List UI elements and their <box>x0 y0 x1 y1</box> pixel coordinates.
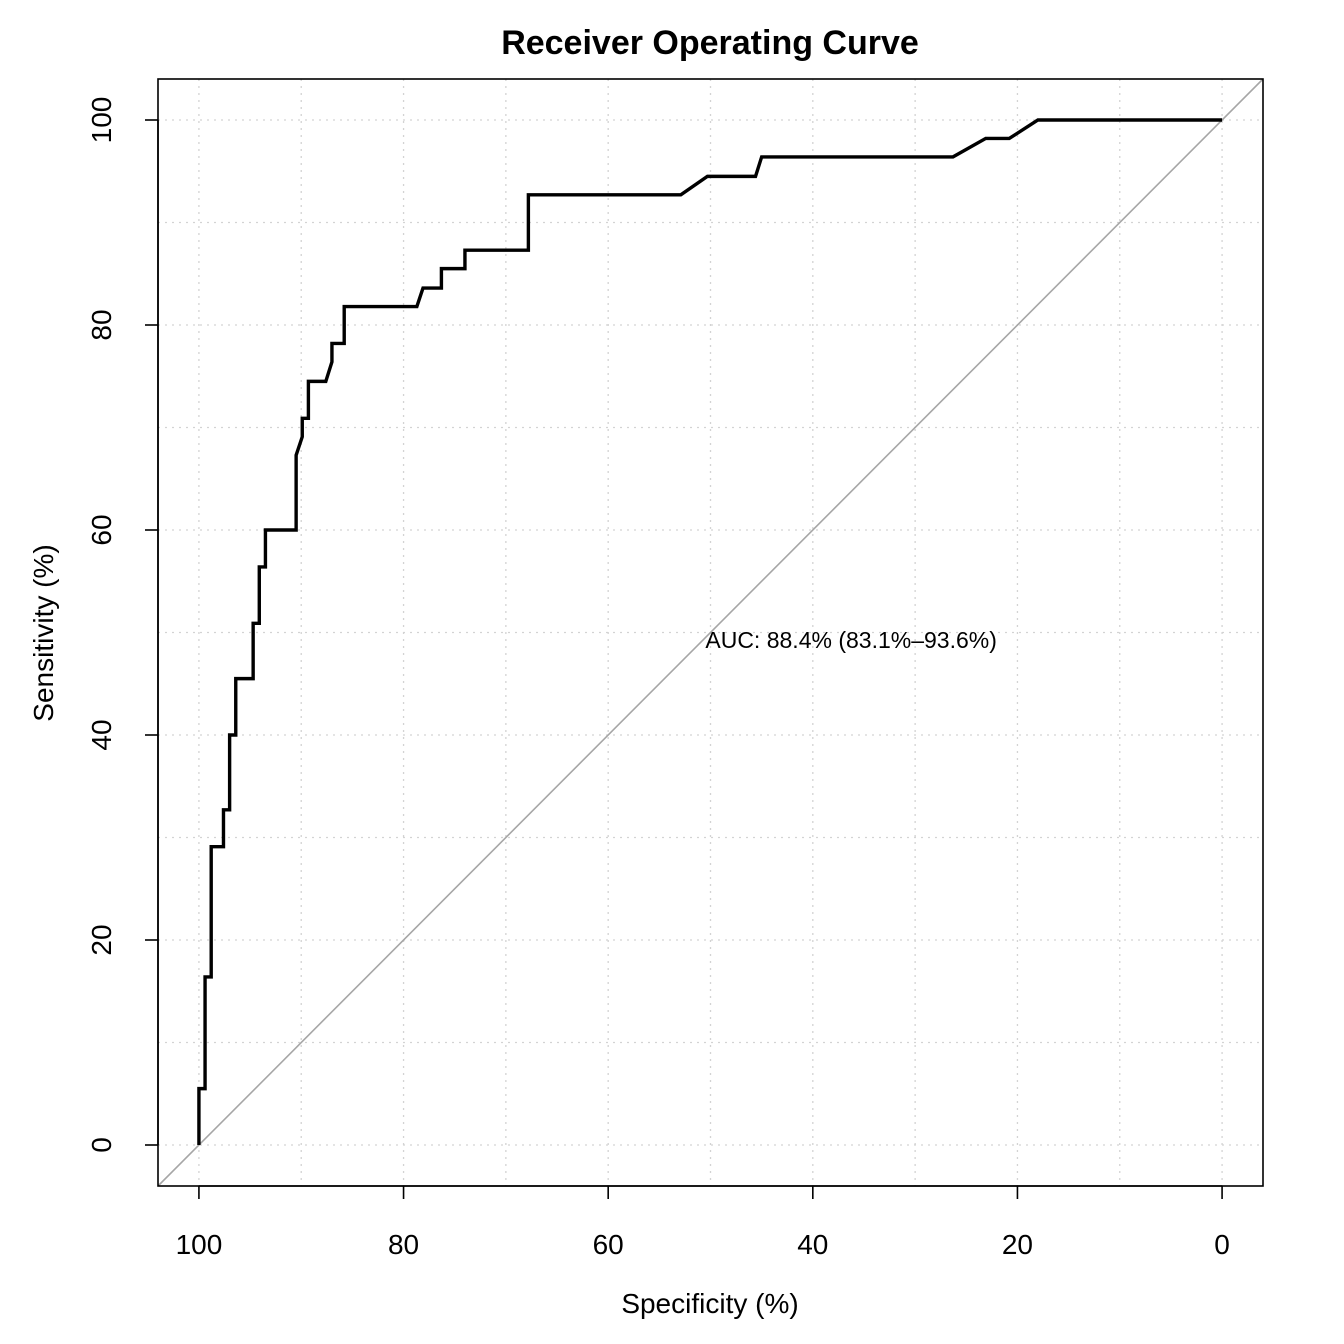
x-tick-label: 80 <box>388 1229 419 1260</box>
y-tick-label: 100 <box>86 97 117 144</box>
y-axis-label: Sensitivity (%) <box>28 544 59 721</box>
x-axis: 100 80 60 40 20 0 <box>176 1185 1230 1260</box>
roc-curve-line <box>197 118 1223 1145</box>
y-tick-label: 60 <box>86 514 117 545</box>
x-tick-label: 0 <box>1214 1229 1230 1260</box>
x-tick-label: 100 <box>176 1229 223 1260</box>
chart-title: Receiver Operating Curve <box>501 24 919 62</box>
auc-annotation: AUC: 88.4% (83.1%–93.6%) <box>705 627 997 653</box>
reference-diagonal-line <box>157 78 1264 1187</box>
x-tick-label: 20 <box>1002 1229 1033 1260</box>
x-axis-label: Specificity (%) <box>621 1288 798 1319</box>
x-tick-label: 40 <box>797 1229 828 1260</box>
y-tick-label: 40 <box>86 719 117 750</box>
y-tick-label: 0 <box>86 1137 117 1153</box>
y-tick-label: 80 <box>86 309 117 340</box>
x-tick-label: 60 <box>593 1229 624 1260</box>
y-tick-label: 20 <box>86 924 117 955</box>
y-axis: 0 20 40 60 80 100 <box>86 97 159 1153</box>
